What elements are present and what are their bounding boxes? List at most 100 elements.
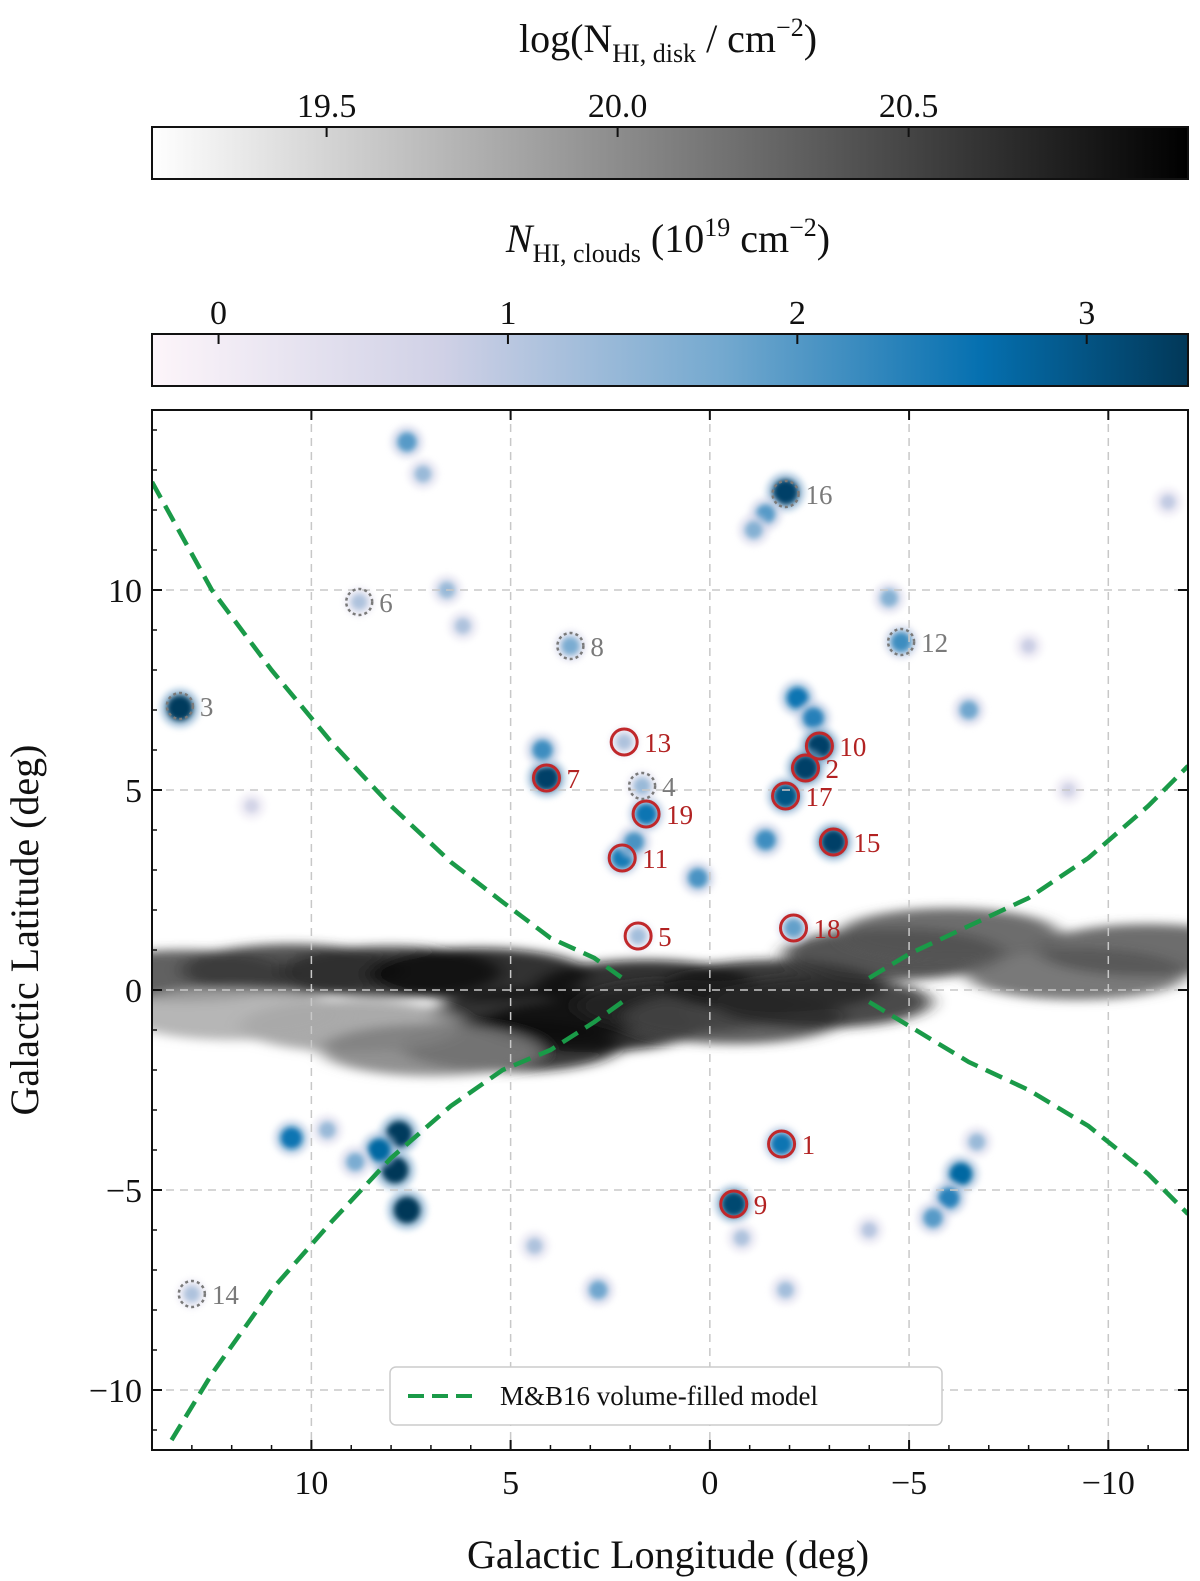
cloud-blob <box>880 588 899 608</box>
cloud-label-selected: 9 <box>754 1190 768 1220</box>
cloud-marker-selected <box>609 727 639 757</box>
cloud-label-other: 3 <box>200 692 214 722</box>
cloud-label-selected: 5 <box>658 922 672 952</box>
colorbar-tick-label: 1 <box>499 295 516 332</box>
x-tick-label: −10 <box>1082 1465 1135 1502</box>
cloud-marker-selected <box>818 827 848 857</box>
cloud-blob <box>687 867 709 889</box>
disk-emission-blob <box>368 948 589 1000</box>
y-tick-label: 10 <box>108 573 142 610</box>
colorbar-disk-title: log(NHI, disk / cm−2) <box>519 13 817 68</box>
colorbar-tick-label: 20.5 <box>879 88 939 125</box>
cloud-marker-selected <box>531 763 561 793</box>
model-curve <box>165 1000 624 1448</box>
cloud-label-selected: 19 <box>666 800 693 830</box>
cloud-blob <box>318 1121 336 1139</box>
model-curve <box>152 480 624 980</box>
cloud-label-selected: 11 <box>642 844 668 874</box>
cloud-blob <box>532 739 553 761</box>
model-curve <box>868 1000 1188 1216</box>
cloud-blob <box>777 1281 794 1299</box>
cloud-blob <box>772 478 799 506</box>
cloud-marker-other <box>165 691 195 721</box>
cloud-blob <box>588 1280 608 1300</box>
cloud-marker-selected <box>804 731 834 761</box>
cloud-blob <box>454 617 471 635</box>
cloud-blob <box>183 1285 201 1303</box>
axis-ticks: 10 5 0 −5 −10 10 5 0 −5 −10 <box>89 410 1188 1502</box>
cloud-blob <box>1160 494 1176 510</box>
cloud-marker-other <box>627 771 657 801</box>
colorbar-tick-label: 0 <box>210 295 227 332</box>
cloud-label-other: 14 <box>212 1280 240 1310</box>
cloud-blob <box>923 1208 943 1228</box>
cloud-label-other: 6 <box>379 588 393 618</box>
cloud-blob <box>634 802 658 826</box>
cloud-blob <box>397 432 417 452</box>
cloud-blob <box>783 918 804 938</box>
cloud-blob <box>959 700 979 720</box>
colorbar-clouds-title: NHI, clouds (1019 cm−2) <box>505 213 830 268</box>
cloud-blob <box>633 777 651 795</box>
cloud-marker-selected <box>607 843 637 873</box>
cloud-blob <box>393 1196 421 1224</box>
colorbar-tick-label: 19.5 <box>297 88 357 125</box>
x-tick-label: 5 <box>502 1465 519 1502</box>
cloud-blob <box>244 798 259 814</box>
cloud-blob <box>949 1162 973 1186</box>
cloud-marker-other <box>344 587 374 617</box>
cloud-label-other: 16 <box>806 480 833 510</box>
disk-emission-layer <box>152 908 1188 1076</box>
disk-emission-blob <box>711 976 932 1028</box>
cloud-blob <box>1021 638 1037 654</box>
cloud-blob <box>345 1152 365 1172</box>
cloud-label-selected: 2 <box>825 754 839 784</box>
cloud-marker-selected <box>623 921 653 951</box>
colorbar-clouds <box>151 333 1189 387</box>
cloud-blob <box>526 1237 543 1255</box>
cloud-blob <box>733 1229 750 1247</box>
cloud-label-selected: 18 <box>814 914 841 944</box>
y-tick-label: −5 <box>106 1173 142 1210</box>
cloud-blob <box>615 733 633 751</box>
x-tick-label: −5 <box>891 1465 927 1502</box>
cloud-blob <box>166 694 194 722</box>
cloud-label-other: 4 <box>662 772 676 802</box>
cloud-marker-other <box>556 631 585 661</box>
colorbar-clouds-ticks: 0 1 2 3 <box>210 295 1095 344</box>
cloud-blob <box>802 707 825 729</box>
cloud-marker-selected <box>767 1129 797 1159</box>
colorbar-tick-label: 20.0 <box>588 88 648 125</box>
model-curve <box>868 764 1188 980</box>
colorbar-disk <box>151 126 1189 180</box>
cloud-blob <box>280 1126 303 1150</box>
cloud-blob <box>629 927 647 945</box>
legend: M&B16 volume-filled model <box>389 1366 943 1426</box>
cloud-blob <box>770 1132 793 1156</box>
cloud-label-selected: 13 <box>644 728 671 758</box>
legend-box <box>389 1366 943 1426</box>
disk-emission-blob <box>1038 924 1188 976</box>
cloud-blob <box>744 520 763 540</box>
cloud-blob <box>720 1191 747 1217</box>
cloud-blob <box>773 783 798 809</box>
cloud-blob <box>351 593 368 611</box>
cloud-blob <box>938 1187 960 1209</box>
cloud-blob <box>367 1138 391 1162</box>
cloud-marker-selected <box>771 781 801 811</box>
cloud-marker-selected <box>790 753 820 783</box>
disk-emission-blob <box>320 1024 541 1076</box>
disk-emission-blob <box>152 988 342 1040</box>
cloud-marker-other <box>886 627 916 657</box>
colorbar-tick-label: 2 <box>789 295 806 332</box>
cloud-blob <box>968 1133 986 1151</box>
cloud-blob <box>890 631 912 653</box>
cloud-label-selected: 10 <box>839 732 866 762</box>
x-axis-label: Galactic Longitude (deg) <box>467 1532 869 1577</box>
cloud-blob <box>861 1222 878 1238</box>
y-axis-label: Galactic Latitude (deg) <box>2 745 47 1116</box>
cloud-blob <box>533 764 560 792</box>
legend-label: M&B16 volume-filled model <box>500 1381 818 1411</box>
